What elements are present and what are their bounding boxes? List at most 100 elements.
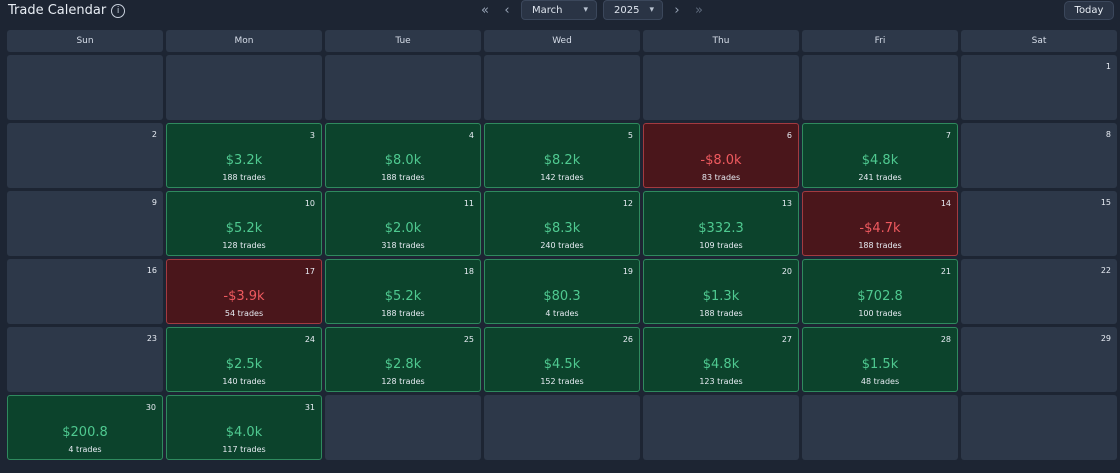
day-cell-11[interactable]: 11 $2.0k 318 trades — [325, 191, 481, 256]
calendar-header: Trade Calendar i « ‹ March ▾ 2025 ▾ › » … — [0, 0, 1120, 28]
day-number: 17 — [304, 267, 315, 276]
calendar-grid: Sun Mon Tue Wed Thu Fri Sat 1 2 3 $3.2k 188 … — [7, 30, 1117, 460]
day-pnl: $1.5k — [861, 357, 899, 372]
day-cell-18[interactable]: 18 $5.2k 188 trades — [325, 259, 481, 324]
day-cell-3[interactable]: 3 $3.2k 188 trades — [166, 123, 322, 188]
day-cell-28[interactable]: 28 $1.5k 48 trades — [802, 327, 958, 392]
page-title: Trade Calendar i — [8, 3, 126, 19]
day-trade-count: 188 trades — [858, 241, 902, 250]
day-number: 18 — [463, 267, 474, 276]
day-cell-17[interactable]: 17 -$3.9k 54 trades — [166, 259, 322, 324]
month-navigation: « ‹ March ▾ 2025 ▾ › » — [474, 0, 710, 20]
day-number: 16 — [146, 266, 157, 275]
day-pnl: $1.3k — [702, 289, 740, 304]
day-pnl: $4.0k — [225, 425, 263, 440]
weekday-header-sun: Sun — [7, 30, 163, 52]
day-cell-25[interactable]: 25 $2.8k 128 trades — [325, 327, 481, 392]
day-cell-9[interactable]: 9 — [7, 191, 163, 256]
day-number: 7 — [945, 131, 951, 140]
day-pnl: $2.0k — [384, 221, 422, 236]
day-trade-count: 117 trades — [222, 445, 266, 454]
day-pnl: $702.8 — [857, 289, 903, 304]
day-cell-22[interactable]: 22 — [961, 259, 1117, 324]
day-trade-count: 54 trades — [224, 309, 264, 318]
day-number: 6 — [786, 131, 792, 140]
year-select-value: 2025 — [614, 4, 640, 16]
day-cell-30[interactable]: 30 $200.8 4 trades — [7, 395, 163, 460]
day-cell-31[interactable]: 31 $4.0k 117 trades — [166, 395, 322, 460]
day-cell-12[interactable]: 12 $8.3k 240 trades — [484, 191, 640, 256]
day-number: 4 — [468, 131, 474, 140]
day-cell-24[interactable]: 24 $2.5k 140 trades — [166, 327, 322, 392]
day-number: 10 — [304, 199, 315, 208]
empty-day-cell — [802, 395, 958, 460]
previous-month-icon[interactable]: ‹ — [504, 2, 510, 18]
weekday-header-tue: Tue — [325, 30, 481, 52]
next-year-icon[interactable]: » — [695, 2, 703, 18]
day-trade-count: 188 trades — [699, 309, 743, 318]
day-trade-count: 48 trades — [860, 377, 900, 386]
day-number: 9 — [151, 198, 157, 207]
day-pnl: $80.3 — [543, 289, 581, 304]
day-number: 24 — [304, 335, 315, 344]
month-select[interactable]: March ▾ — [521, 0, 597, 20]
day-trade-count: 241 trades — [858, 173, 902, 182]
day-number: 23 — [146, 334, 157, 343]
empty-day-cell — [802, 55, 958, 120]
day-trade-count: 140 trades — [222, 377, 266, 386]
day-number: 12 — [622, 199, 633, 208]
day-trade-count: 109 trades — [699, 241, 743, 250]
chevron-down-icon: ▾ — [649, 5, 654, 15]
day-cell-1[interactable]: 1 — [961, 55, 1117, 120]
day-pnl: $3.2k — [225, 153, 263, 168]
day-trade-count: 188 trades — [381, 309, 425, 318]
empty-day-cell — [325, 395, 481, 460]
day-pnl: $8.0k — [384, 153, 422, 168]
day-pnl: $200.8 — [62, 425, 108, 440]
day-cell-10[interactable]: 10 $5.2k 128 trades — [166, 191, 322, 256]
day-number: 3 — [309, 131, 315, 140]
weekday-header-wed: Wed — [484, 30, 640, 52]
empty-day-cell — [166, 55, 322, 120]
day-cell-13[interactable]: 13 $332.3 109 trades — [643, 191, 799, 256]
day-number: 29 — [1100, 334, 1111, 343]
day-pnl: $5.2k — [384, 289, 422, 304]
day-cell-5[interactable]: 5 $8.2k 142 trades — [484, 123, 640, 188]
day-cell-4[interactable]: 4 $8.0k 188 trades — [325, 123, 481, 188]
day-cell-2[interactable]: 2 — [7, 123, 163, 188]
chevron-down-icon: ▾ — [583, 5, 588, 15]
weekday-header-fri: Fri — [802, 30, 958, 52]
day-pnl: $4.8k — [861, 153, 899, 168]
day-cell-19[interactable]: 19 $80.3 4 trades — [484, 259, 640, 324]
day-number: 27 — [781, 335, 792, 344]
day-number: 8 — [1105, 130, 1111, 139]
next-month-icon[interactable]: › — [674, 2, 680, 18]
day-number: 26 — [622, 335, 633, 344]
today-button[interactable]: Today — [1064, 1, 1114, 20]
day-cell-20[interactable]: 20 $1.3k 188 trades — [643, 259, 799, 324]
info-icon[interactable]: i — [111, 4, 126, 18]
previous-year-icon[interactable]: « — [481, 2, 489, 18]
day-cell-16[interactable]: 16 — [7, 259, 163, 324]
day-trade-count: 240 trades — [540, 241, 584, 250]
day-pnl: $332.3 — [698, 221, 744, 236]
day-cell-8[interactable]: 8 — [961, 123, 1117, 188]
day-cell-21[interactable]: 21 $702.8 100 trades — [802, 259, 958, 324]
day-cell-14[interactable]: 14 -$4.7k 188 trades — [802, 191, 958, 256]
day-cell-27[interactable]: 27 $4.8k 123 trades — [643, 327, 799, 392]
day-cell-6[interactable]: 6 -$8.0k 83 trades — [643, 123, 799, 188]
year-select[interactable]: 2025 ▾ — [603, 0, 663, 20]
day-cell-15[interactable]: 15 — [961, 191, 1117, 256]
day-pnl: $8.3k — [543, 221, 581, 236]
day-cell-26[interactable]: 26 $4.5k 152 trades — [484, 327, 640, 392]
weekday-header-thu: Thu — [643, 30, 799, 52]
page-title-text: Trade Calendar — [8, 3, 107, 18]
day-cell-7[interactable]: 7 $4.8k 241 trades — [802, 123, 958, 188]
day-trade-count: 188 trades — [381, 173, 425, 182]
day-number: 14 — [940, 199, 951, 208]
day-cell-23[interactable]: 23 — [7, 327, 163, 392]
day-cell-29[interactable]: 29 — [961, 327, 1117, 392]
day-trade-count: 152 trades — [540, 377, 584, 386]
day-number: 25 — [463, 335, 474, 344]
empty-day-cell — [961, 395, 1117, 460]
